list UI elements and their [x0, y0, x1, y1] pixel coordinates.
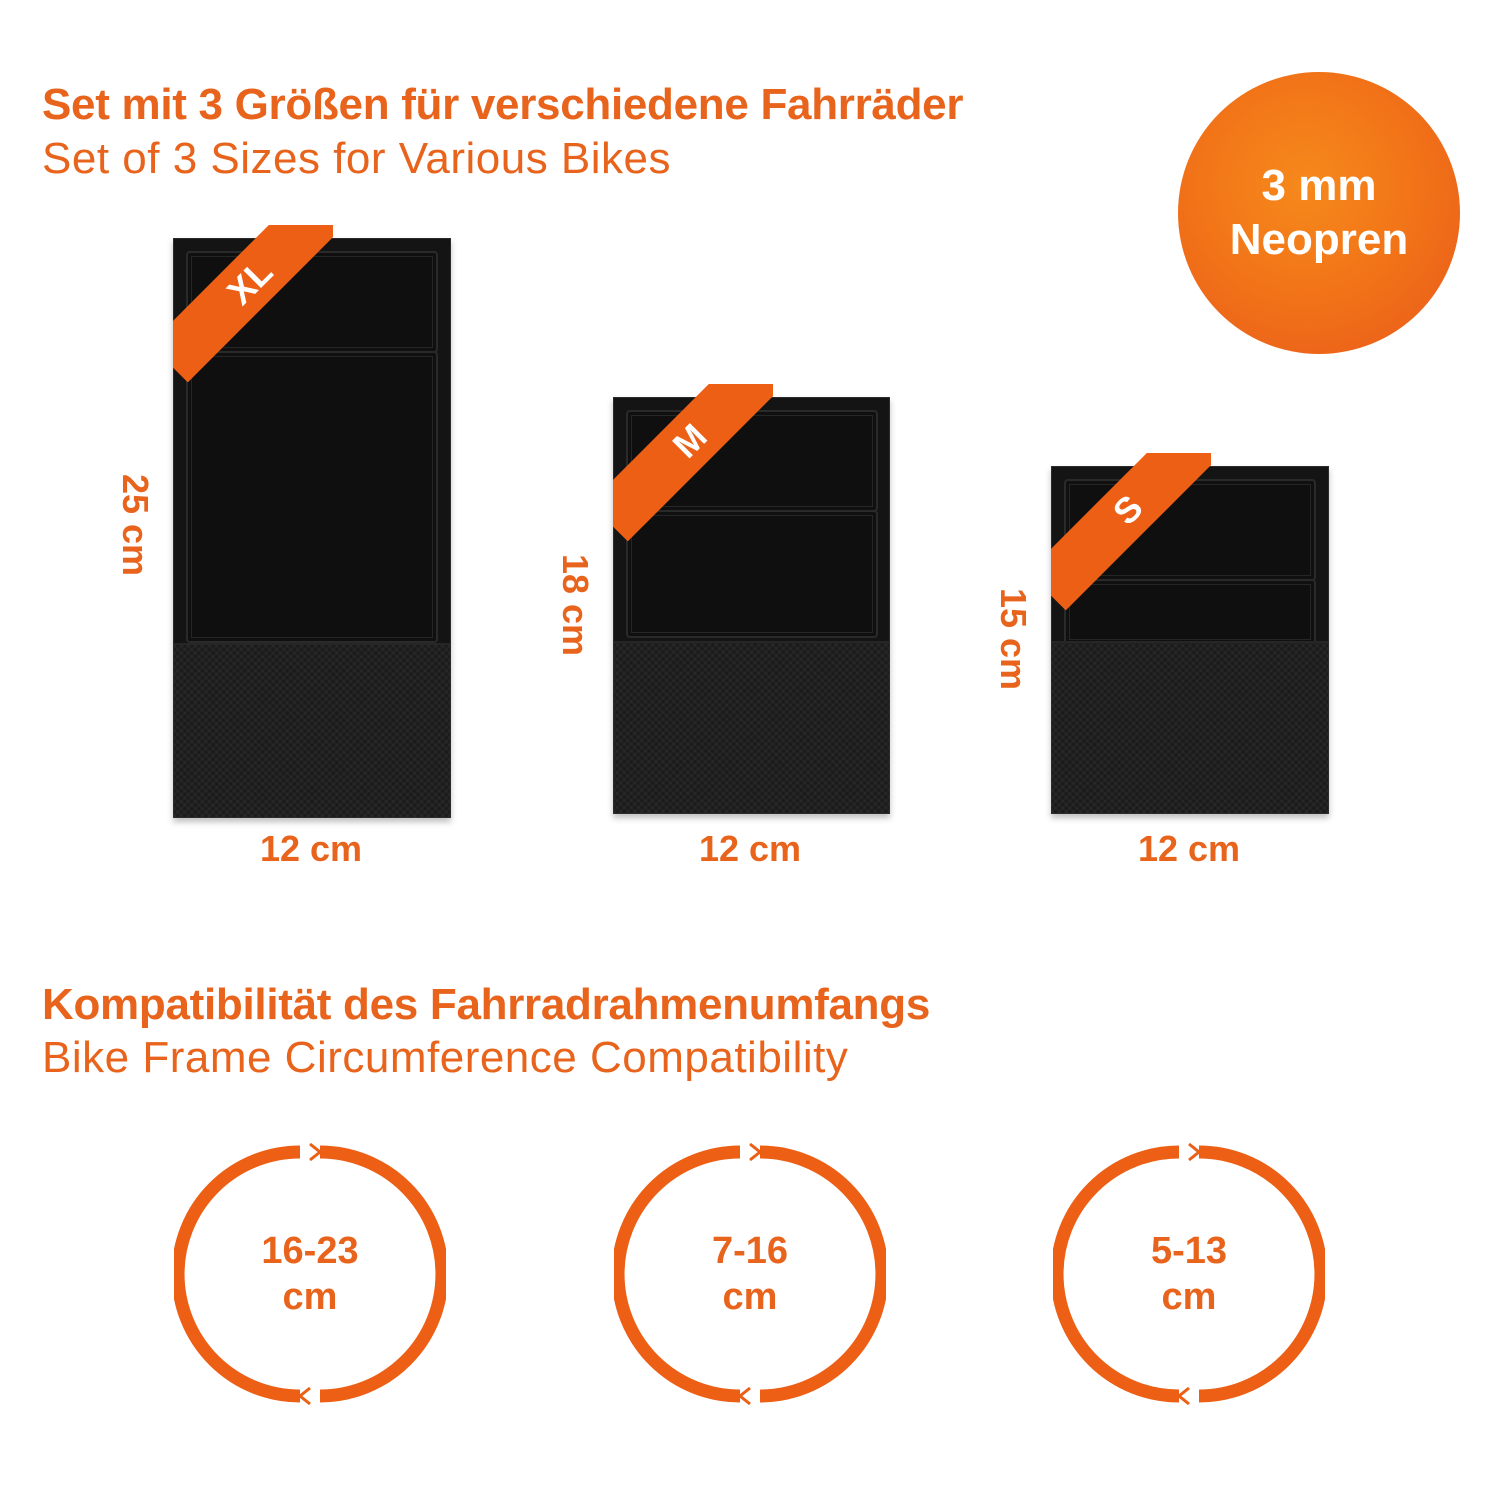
badge-line-2: Neopren — [1229, 215, 1409, 264]
size-tag-xl: XL — [173, 225, 333, 383]
pad-xl-velcro-strip — [174, 643, 450, 817]
ring-3-label: 5-13 cm — [1089, 1228, 1289, 1320]
ring-3-unit: cm — [1161, 1276, 1217, 1318]
circumference-ring-2 — [614, 1142, 886, 1406]
ring-3-range: 5-13 — [1150, 1230, 1228, 1272]
pad-xl-ribbon-clip: XL — [173, 225, 333, 385]
width-label-s: 12 cm — [1137, 828, 1241, 869]
pad-m-velcro-strip — [614, 641, 889, 813]
ring-1-left-arc — [174, 1145, 301, 1403]
ring-1-range: 16-23 — [261, 1230, 359, 1272]
ring-3-left-arc — [1053, 1145, 1180, 1403]
ring-1-right-arc — [319, 1145, 446, 1403]
neoprene-badge: 3 mm Neopren — [1178, 72, 1460, 354]
ring-2-range: 7-16 — [711, 1230, 789, 1272]
height-label-xl: 25 cm — [115, 473, 156, 577]
pad-s-ribbon-clip: S — [1051, 453, 1211, 613]
height-label-m: 18 cm — [555, 553, 596, 657]
ring-2-bottom-arrow — [737, 1386, 751, 1406]
pad-xl-main-panel — [186, 351, 438, 643]
ring-2-label: 7-16 cm — [650, 1228, 850, 1320]
ring-3-top-arrow — [1188, 1142, 1202, 1162]
compat-title-german: Kompatibilität des Fahrradrahmenumfangs — [42, 980, 931, 1029]
ring-1-top-arrow — [309, 1142, 323, 1162]
width-label-xl: 12 cm — [259, 828, 363, 869]
ring-1-label: 16-23 cm — [210, 1228, 410, 1320]
size-tag-s: S — [1051, 453, 1211, 611]
ring-1-bottom-arrow — [297, 1386, 311, 1406]
badge-line-1: 3 mm — [1261, 161, 1377, 210]
ring-2-top-arrow — [749, 1142, 763, 1162]
pad-s-velcro-strip — [1052, 641, 1328, 813]
pad-m-main-panel — [626, 510, 878, 638]
title-german: Set mit 3 Größen für verschiedene Fahrrä… — [42, 80, 964, 129]
ring-2-left-arc — [614, 1145, 741, 1403]
ring-3-bottom-arrow — [1176, 1386, 1190, 1406]
ring-2-right-arc — [759, 1145, 886, 1403]
size-tag-m: M — [613, 384, 773, 542]
ring-1-unit: cm — [282, 1276, 338, 1318]
pad-m-ribbon-clip: M — [613, 384, 773, 544]
circumference-ring-1 — [174, 1142, 446, 1406]
height-label-s: 15 cm — [993, 587, 1034, 691]
title-english: Set of 3 Sizes for Various Bikes — [42, 134, 672, 183]
ring-3-right-arc — [1198, 1145, 1325, 1403]
circumference-ring-3 — [1053, 1142, 1325, 1406]
ring-2-unit: cm — [722, 1276, 778, 1318]
compat-title-english: Bike Frame Circumference Compatibility — [42, 1033, 849, 1082]
width-label-m: 12 cm — [698, 828, 802, 869]
pad-s-main-panel — [1064, 579, 1316, 645]
